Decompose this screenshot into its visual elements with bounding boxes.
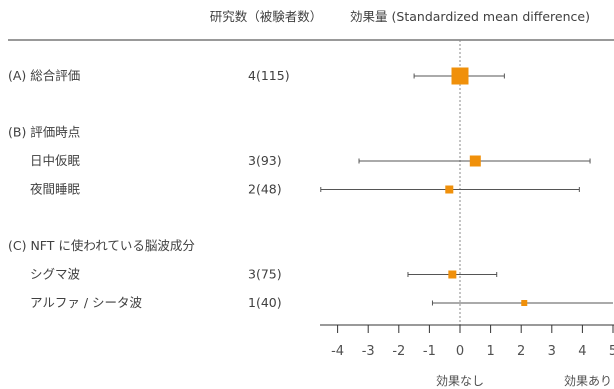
x-axis-tick-label: -2: [392, 344, 405, 359]
effect-size-marker: [445, 185, 454, 194]
row-label: 日中仮眠: [30, 153, 81, 168]
row-label: (C) NFT に使われている脳波成分: [8, 238, 195, 253]
x-axis-tick-label: 2: [517, 344, 525, 359]
x-axis-tick-label: 3: [548, 344, 556, 359]
x-axis-tick-label: 1: [486, 344, 494, 359]
x-axis-tick-label: 5: [609, 344, 614, 359]
x-axis-tick-label: 4: [578, 344, 586, 359]
row-study-count: 1(40): [248, 295, 282, 310]
axis-label-no-effect: 効果なし: [436, 373, 484, 388]
effect-size-marker: [521, 300, 528, 306]
x-axis-tick-label: -3: [362, 344, 375, 359]
row-study-count: 3(75): [248, 267, 282, 282]
row-study-count: 2(48): [248, 182, 282, 197]
effect-size-column-header: 効果量 (Standardized mean difference): [350, 9, 590, 24]
axis-label-effect: 効果あり: [564, 373, 612, 388]
row-label: 夜間睡眠: [30, 182, 81, 197]
effect-size-marker: [451, 67, 469, 85]
studies-column-header: 研究数（被験者数）: [210, 9, 323, 24]
row-label: (B) 評価時点: [8, 125, 80, 140]
x-axis-tick-label: 0: [456, 344, 464, 359]
row-label: アルファ / シータ波: [30, 295, 143, 310]
effect-size-marker: [469, 155, 481, 167]
row-study-count: 4(115): [248, 68, 290, 83]
x-axis: -4 -3 -2 -1 0 1 2 3 4 5: [320, 324, 614, 359]
row-label: シグマ波: [30, 267, 81, 282]
row-label: (A) 総合評価: [8, 68, 80, 83]
effect-size-marker: [448, 270, 457, 279]
x-axis-tick-label: -4: [331, 344, 344, 359]
row-study-count: 3(93): [248, 153, 282, 168]
x-axis-tick-label: -1: [423, 344, 436, 359]
